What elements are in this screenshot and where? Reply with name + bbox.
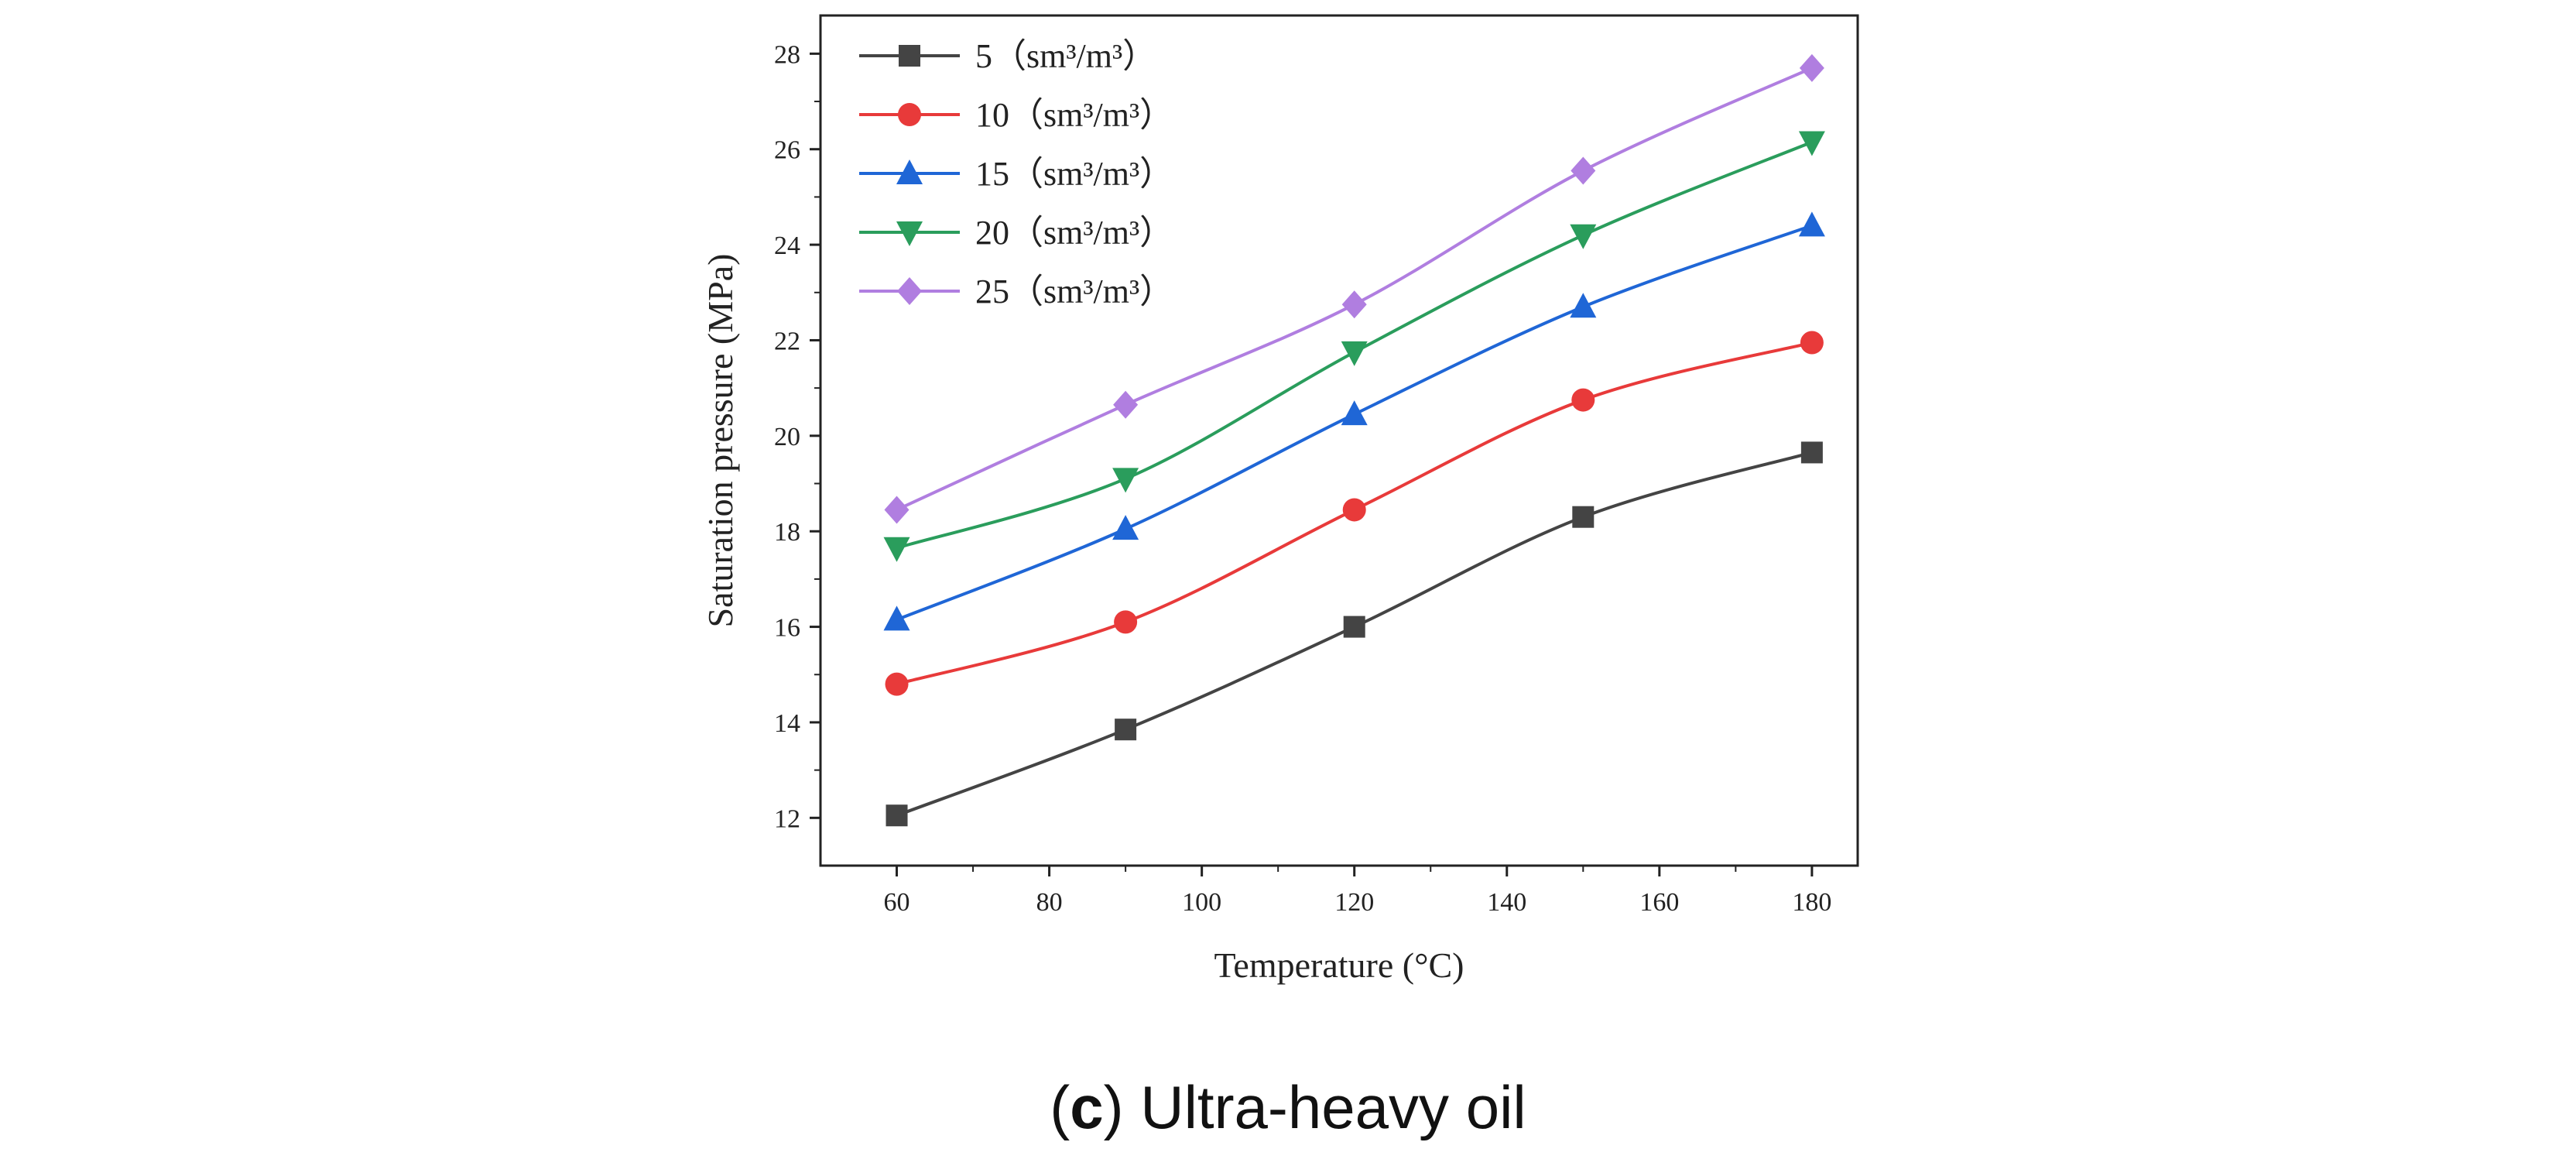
legend-label: 15（sm³/m³）: [975, 155, 1173, 193]
caption-letter: c: [1070, 1073, 1104, 1141]
data-point-10: [1571, 388, 1595, 412]
series-15: [883, 211, 1825, 631]
data-point-25: [1341, 290, 1367, 319]
figure-caption: (c) Ultra-heavy oil: [0, 1072, 2576, 1143]
legend-marker-triangle-up: [896, 159, 923, 184]
y-tick-label: 16: [774, 614, 800, 643]
data-point-10: [1342, 498, 1366, 522]
caption-open-paren: (: [1050, 1073, 1070, 1141]
y-tick-label: 14: [774, 709, 800, 738]
caption-close-paren: ): [1103, 1073, 1124, 1141]
saturation-pressure-chart: 60 80 100 120 140 160 180 12 14 16 18 20 22 24 26 28 5（…: [701, 14, 1859, 985]
legend-marker-triangle-down: [896, 221, 923, 246]
plot-frame: [819, 14, 1859, 867]
data-point-20: [1341, 341, 1368, 366]
legend-marker-square: [899, 45, 920, 67]
data-point-15: [883, 605, 910, 631]
caption-text: Ultra-heavy oil: [1140, 1073, 1526, 1141]
legend-item-25: 25（sm³/m³）: [859, 273, 1173, 310]
y-tick-label: 22: [774, 327, 800, 355]
data-point-25: [1113, 390, 1139, 419]
y-tick-label: 20: [774, 423, 800, 451]
data-point-25: [884, 496, 909, 524]
data-point-20: [1570, 224, 1597, 249]
data-point-5: [1115, 719, 1137, 741]
y-tick-label: 18: [774, 518, 800, 547]
data-point-20: [1112, 468, 1139, 493]
legend-label: 5（sm³/m³）: [975, 37, 1156, 75]
series-5: [886, 441, 1823, 827]
series-group: [883, 53, 1825, 827]
legend-label: 10（sm³/m³）: [975, 96, 1173, 134]
x-tick-label: 100: [1182, 888, 1221, 917]
x-tick-label: 80: [1036, 888, 1063, 917]
x-tick-label: 140: [1487, 888, 1526, 917]
x-tick-label: 60: [884, 888, 910, 917]
data-point-15: [1341, 400, 1368, 426]
legend-marker-circle: [898, 103, 921, 126]
data-point-10: [1800, 331, 1824, 355]
data-point-25: [1571, 156, 1596, 185]
data-point-20: [1798, 131, 1825, 156]
data-point-10: [885, 672, 909, 696]
data-point-15: [1112, 515, 1139, 540]
legend-item-15: 15（sm³/m³）: [859, 155, 1173, 193]
axes-group: 60 80 100 120 140 160 180 12 14 16 18 20 22 24 26 28: [774, 14, 1859, 917]
data-point-5: [1800, 441, 1823, 464]
data-point-10: [1114, 610, 1138, 634]
data-point-15: [1570, 293, 1597, 318]
x-tick-label: 160: [1639, 888, 1679, 917]
y-tick-label: 12: [774, 804, 800, 833]
legend-label: 25（sm³/m³）: [975, 273, 1173, 310]
y-tick-label: 28: [774, 40, 800, 69]
series-20: [883, 131, 1825, 562]
y-axis-title: Saturation pressure (MPa): [701, 254, 740, 628]
data-point-5: [1343, 616, 1365, 638]
x-tick-label: 180: [1792, 888, 1831, 917]
legend-item-5: 5（sm³/m³）: [859, 37, 1156, 75]
y-tick-label: 26: [774, 136, 800, 165]
series-10: [885, 331, 1824, 696]
legend-item-10: 10（sm³/m³）: [859, 96, 1173, 134]
x-tick-label: 120: [1334, 888, 1374, 917]
data-point-5: [886, 804, 908, 827]
series-25: [884, 53, 1824, 524]
data-point-15: [1798, 211, 1825, 237]
x-axis-title: Temperature (°C): [1214, 945, 1464, 985]
data-point-20: [883, 537, 910, 562]
y-tick-label: 24: [774, 232, 800, 260]
legend-item-20: 20（sm³/m³）: [859, 214, 1173, 252]
data-point-25: [1799, 53, 1824, 82]
legend: 5（sm³/m³） 10（sm³/m³） 15（sm³/m³） 20（sm³/m³） 2…: [859, 37, 1173, 310]
data-point-5: [1572, 506, 1595, 528]
legend-marker-diamond: [897, 277, 922, 305]
legend-label: 20（sm³/m³）: [975, 214, 1173, 252]
